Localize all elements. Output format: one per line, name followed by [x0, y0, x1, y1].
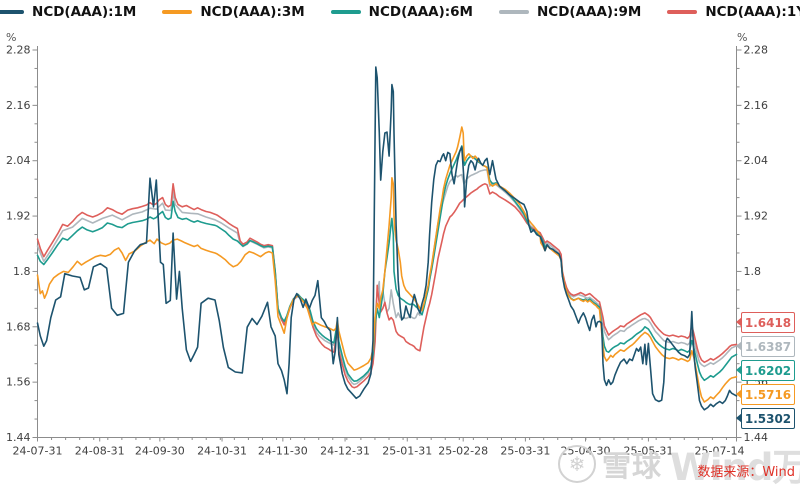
- legend-item-NCD(AAA):3M[interactable]: NCD(AAA):3M: [162, 4, 305, 20]
- callout-pointer-icon: [736, 389, 742, 399]
- legend: NCD(AAA):1M NCD(AAA):3M NCD(AAA):6M NCD(AAA…: [0, 4, 800, 20]
- x-tick-label: 24-08-31: [75, 445, 125, 458]
- y-tick-label-left: 1.8: [13, 265, 31, 278]
- x-tick-label: 24-12-31: [320, 445, 370, 458]
- legend-item-NCD(AAA):9M[interactable]: NCD(AAA):9M: [499, 4, 641, 20]
- callout-pointer-icon: [736, 365, 742, 375]
- data-source-note: 数据来源：Wind: [697, 465, 795, 480]
- y-tick-label-right: 2.04: [744, 154, 769, 167]
- y-tick-label-left: 1.44: [6, 431, 31, 444]
- x-tick-label: 25-04-30: [561, 445, 611, 458]
- y-tick-label-left: 2.04: [6, 154, 31, 167]
- x-tick-label: 24-09-30: [135, 445, 185, 458]
- y-tick-label-left: 1.68: [6, 320, 31, 333]
- end-value-label-NCD(AAA):3M: 1.5716: [736, 384, 795, 405]
- callout-pointer-icon: [736, 317, 742, 327]
- y-tick-label-right: 1.44: [744, 431, 769, 444]
- y-tick-label-right: 2.28: [744, 44, 769, 57]
- y-tick-label-left: 2.28: [6, 44, 31, 57]
- x-tick-label: 25-02-28: [438, 445, 488, 458]
- callout-pointer-icon: [736, 413, 742, 423]
- x-tick-label: 24-07-31: [13, 445, 63, 458]
- x-tick-label: 25-07-14: [695, 445, 745, 458]
- series-line-NCD(AAA):3M: [36, 126, 738, 403]
- series-line-NCD(AAA):9M: [36, 169, 738, 386]
- legend-label: NCD(AAA):3M: [200, 4, 305, 20]
- legend-label: NCD(AAA):1Y: [705, 4, 800, 20]
- series-line-NCD(AAA):1M: [36, 66, 738, 411]
- x-tick-label: 25-03-31: [500, 445, 550, 458]
- x-tick-label: 25-01-31: [382, 445, 432, 458]
- legend-label: NCD(AAA):6M: [368, 4, 473, 20]
- y-tick-label-right: 1.92: [744, 210, 769, 223]
- end-value-label-NCD(AAA):9M: 1.6387: [736, 336, 795, 357]
- legend-item-NCD(AAA):1Y[interactable]: NCD(AAA):1Y: [667, 4, 800, 20]
- y-tick-label-right: 2.16: [744, 99, 769, 112]
- x-tick-label: 24-11-30: [258, 445, 308, 458]
- series-line-NCD(AAA):1Y: [36, 183, 738, 389]
- legend-label: NCD(AAA):1M: [32, 4, 137, 20]
- y-axis-unit-left: %: [6, 31, 17, 44]
- x-tick-label: 25-05-31: [623, 445, 673, 458]
- legend-swatch-icon: [330, 10, 361, 14]
- x-tick-label: 24-10-31: [197, 445, 247, 458]
- legend-swatch-icon: [162, 10, 193, 14]
- legend-item-NCD(AAA):6M[interactable]: NCD(AAA):6M: [330, 4, 473, 20]
- y-tick-label-left: 2.16: [6, 99, 31, 112]
- y-tick-label-left: 1.56: [6, 376, 31, 389]
- legend-label: NCD(AAA):9M: [537, 4, 642, 20]
- end-value-label-NCD(AAA):1Y: 1.6418: [736, 312, 795, 333]
- y-tick-label-right: 1.8: [744, 265, 762, 278]
- end-value-label-NCD(AAA):6M: 1.6202: [736, 360, 795, 381]
- y-axis-unit-right: %: [737, 31, 748, 44]
- legend-swatch-icon: [0, 10, 25, 14]
- legend-swatch-icon: [499, 10, 529, 14]
- legend-swatch-icon: [667, 10, 698, 14]
- y-tick-label-left: 1.92: [6, 210, 31, 223]
- legend-item-NCD(AAA):1M[interactable]: NCD(AAA):1M: [0, 4, 136, 20]
- callout-pointer-icon: [736, 341, 742, 351]
- end-value-label-NCD(AAA):1M: 1.5302: [736, 408, 795, 429]
